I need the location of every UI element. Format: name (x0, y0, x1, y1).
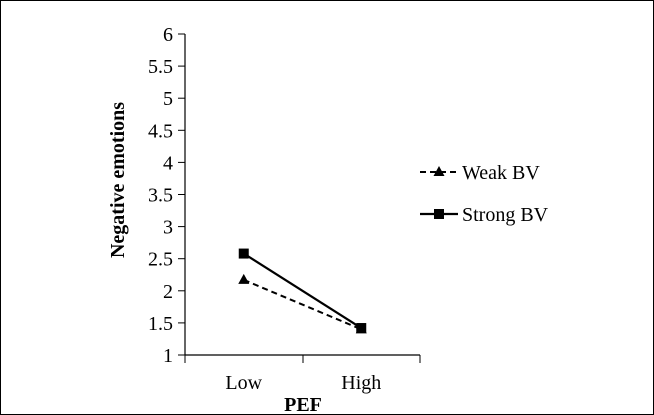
legend-label: Weak BV (462, 162, 540, 184)
data-point-square (434, 209, 444, 219)
series-line (243, 278, 362, 331)
y-axis-title: Negative emotions (107, 102, 129, 258)
y-tick-label: 1.5 (148, 313, 173, 335)
y-tick-label: 5 (163, 88, 173, 110)
y-axis-ticks: 1 1.5 2 2.5 3 3.5 4 4.5 5 5.5 6 (148, 24, 185, 367)
data-point-square (238, 248, 249, 259)
legend-label: Strong BV (462, 204, 549, 226)
y-tick-label: 2.5 (148, 249, 173, 271)
x-axis-ticks: Low High (225, 372, 381, 394)
legend: Weak BV Strong BV (420, 162, 549, 226)
x-tick-label: High (341, 372, 381, 394)
series-strong-bv (238, 248, 367, 334)
y-tick-label: 5.5 (148, 56, 173, 78)
series-layer (238, 248, 367, 334)
data-point-square (356, 323, 367, 334)
legend-item: Weak BV (420, 162, 540, 184)
y-tick-label: 4 (163, 152, 173, 174)
data-point-triangle (433, 166, 445, 176)
y-tick-label: 3.5 (148, 185, 173, 207)
x-tick-label: Low (225, 372, 262, 394)
y-tick-label: 6 (163, 24, 173, 46)
y-tick-label: 1 (163, 345, 173, 367)
series-line (243, 252, 362, 329)
data-point-triangle (238, 273, 250, 284)
y-tick-label: 4.5 (148, 120, 173, 142)
y-tick-label: 2 (163, 281, 173, 303)
legend-item: Strong BV (420, 204, 549, 226)
x-axis-title: PEF (284, 394, 322, 415)
y-tick-label: 3 (163, 217, 173, 239)
